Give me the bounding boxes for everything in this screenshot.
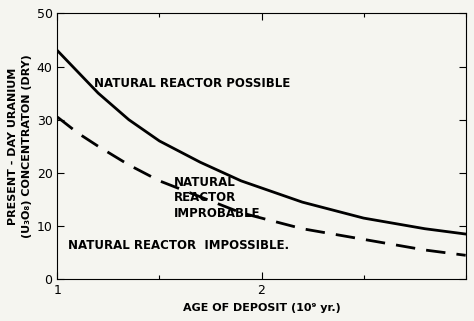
Text: NATURAL REACTOR POSSIBLE: NATURAL REACTOR POSSIBLE bbox=[94, 77, 291, 90]
X-axis label: AGE OF DEPOSIT (10⁹ yr.): AGE OF DEPOSIT (10⁹ yr.) bbox=[182, 303, 340, 313]
Y-axis label: PRESENT - DAY URANIUM
(U₃O₈) CONCENTRATON (DRY): PRESENT - DAY URANIUM (U₃O₈) CONCENTRATO… bbox=[9, 55, 32, 238]
Text: NATURAL
REACTOR
IMPROBABLE: NATURAL REACTOR IMPROBABLE bbox=[174, 176, 260, 220]
Text: NATURAL REACTOR  IMPOSSIBLE.: NATURAL REACTOR IMPOSSIBLE. bbox=[68, 239, 289, 252]
